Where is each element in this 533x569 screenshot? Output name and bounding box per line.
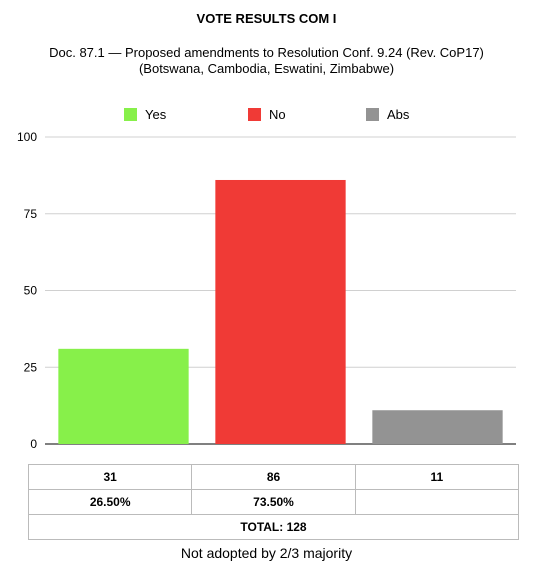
- y-tick-label-100: 100: [17, 130, 37, 144]
- subtitle-line-1: Doc. 87.1 — Proposed amendments to Resol…: [49, 45, 484, 60]
- count-yes: 31: [27, 464, 193, 490]
- counts-row: 31 86 11: [27, 464, 520, 490]
- footnote: Not adopted by 2/3 majority: [180, 545, 353, 561]
- results-table: 31 86 11 26.50% 73.50% TOTAL: 128: [27, 464, 520, 540]
- y-tick-label-25: 25: [24, 360, 38, 374]
- total-cell: TOTAL: 128: [28, 514, 519, 540]
- legend-swatch-no: [248, 108, 261, 121]
- percentages-row: 26.50% 73.50%: [27, 489, 520, 515]
- legend-swatch-abs: [366, 108, 379, 121]
- subtitle-line-2: (Botswana, Cambodia, Eswatini, Zimbabwe): [138, 61, 395, 76]
- bar-abs: [372, 410, 503, 444]
- bar-no: [215, 179, 346, 445]
- chart-title: VOTE RESULTS COM I: [196, 11, 337, 26]
- total-row: TOTAL: 128: [28, 514, 519, 540]
- percent-abs: [354, 489, 520, 515]
- legend-label-yes: Yes: [145, 107, 167, 122]
- bar-yes: [58, 348, 189, 444]
- chart-subtitle: Doc. 87.1 — Proposed amendments to Resol…: [0, 45, 533, 77]
- percent-no: 73.50%: [191, 489, 356, 515]
- bar-chart: 0 25 50 75 100 Yes No Abs: [17, 107, 516, 451]
- percent-yes: 26.50%: [27, 489, 193, 515]
- count-no: 86: [191, 464, 356, 490]
- y-tick-label-50: 50: [24, 284, 38, 298]
- count-abs: 11: [354, 464, 520, 490]
- legend-label-abs: Abs: [387, 107, 410, 122]
- y-tick-label-75: 75: [24, 207, 38, 221]
- legend-swatch-yes: [124, 108, 137, 121]
- legend-label-no: No: [269, 107, 286, 122]
- y-tick-label-0: 0: [30, 437, 37, 451]
